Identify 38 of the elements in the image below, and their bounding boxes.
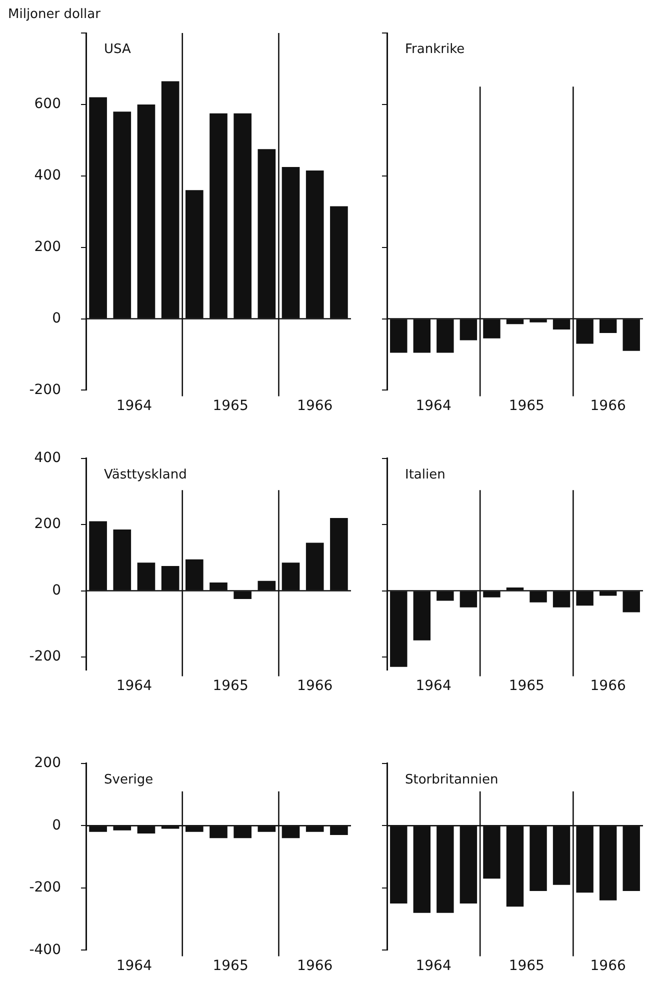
text: Västtyskland <box>104 467 187 482</box>
y-tick-label: -200 <box>29 880 61 896</box>
x-tick-label: 1964 <box>416 678 452 694</box>
text: Sverige <box>104 772 154 788</box>
y-tick-label: -200 <box>29 382 61 398</box>
y-axis-title: Miljoner dollar <box>8 6 102 22</box>
x-tick-label: 1966 <box>590 958 626 974</box>
x-tick-label: 1965 <box>508 678 544 694</box>
x-tick-label: 1965 <box>212 678 248 694</box>
y-tick-label: 200 <box>34 755 61 772</box>
x-tick-label: 1966 <box>297 398 333 414</box>
y-tick-label: -200 <box>29 648 61 665</box>
y-tick-label: 200 <box>34 516 61 532</box>
x-tick-label: 1965 <box>508 958 544 974</box>
x-tick-label: 1966 <box>297 678 333 694</box>
y-tick-label: 0 <box>52 817 61 834</box>
y-tick-label: 200 <box>34 238 61 255</box>
x-tick-label: 1964 <box>116 678 152 694</box>
y-tick-label: -400 <box>29 942 61 958</box>
x-tick-label: 1965 <box>508 398 544 414</box>
text: Frankrike <box>405 42 465 57</box>
x-tick-label: 1964 <box>416 398 452 414</box>
y-tick-label: 400 <box>34 168 61 184</box>
y-tick-label: 400 <box>34 450 61 466</box>
x-tick-label: 1964 <box>116 398 152 414</box>
text: Italien <box>405 467 446 482</box>
x-tick-label: 1966 <box>590 678 626 694</box>
x-tick-label: 1965 <box>212 958 248 974</box>
x-tick-label: 1964 <box>416 958 452 974</box>
x-tick-label: 1966 <box>297 958 333 974</box>
text: Storbritannien <box>405 772 498 788</box>
y-tick-label: 0 <box>52 582 61 598</box>
text: USA <box>104 42 132 57</box>
x-tick-label: 1965 <box>212 398 248 414</box>
x-tick-label: 1966 <box>590 398 626 414</box>
x-tick-label: 1964 <box>116 958 152 974</box>
y-tick-label: 600 <box>34 96 61 112</box>
y-tick-label: 0 <box>52 310 61 326</box>
